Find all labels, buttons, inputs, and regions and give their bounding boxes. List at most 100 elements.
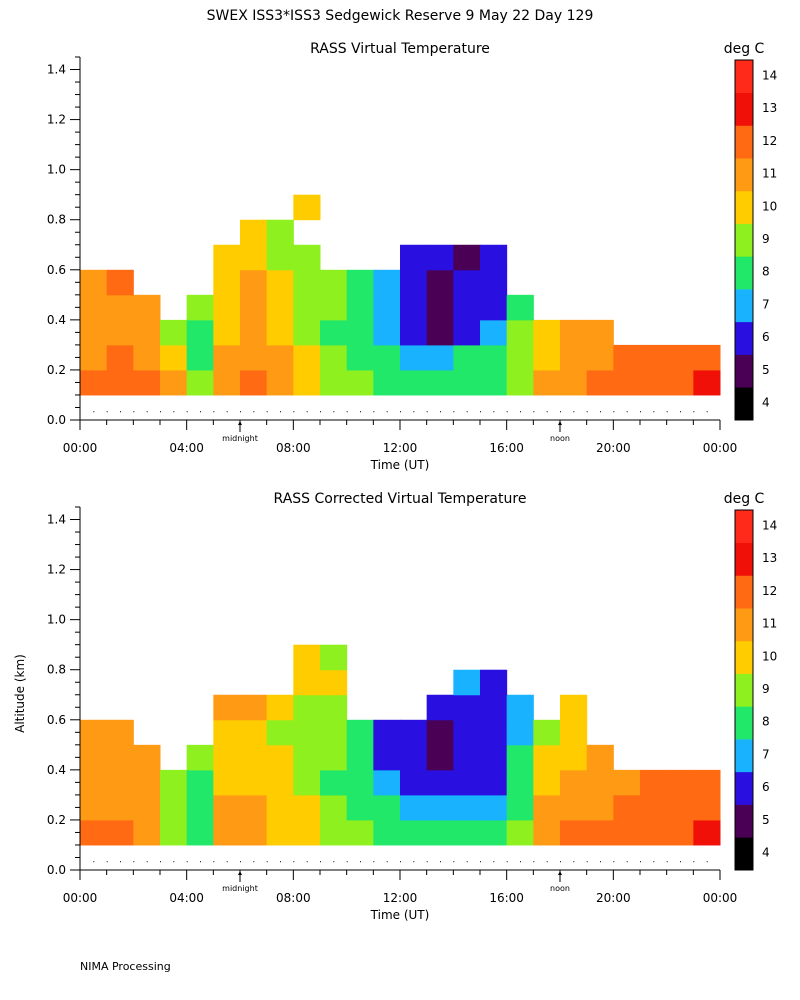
colorbar-swatch xyxy=(735,158,753,192)
range-gate-dot xyxy=(293,861,295,863)
heatmap-cell xyxy=(586,319,614,346)
heatmap-cell xyxy=(346,269,374,296)
x-axis-label: Time (UT) xyxy=(370,908,430,922)
time-marker-label: midnight xyxy=(222,884,258,893)
heatmap-cell xyxy=(240,344,268,371)
heatmap-cell xyxy=(320,369,348,396)
colorbar: 4 5 6 7 8 9 10 11 12 13 14 deg C xyxy=(724,41,777,421)
heatmap-cell xyxy=(320,319,348,346)
colorbar: 4 5 6 7 8 9 10 11 12 13 14 deg C xyxy=(724,491,777,871)
heatmap-cell xyxy=(480,369,508,396)
range-gate-dot xyxy=(333,411,335,413)
heatmap-cell xyxy=(293,269,321,296)
colorbar-swatch xyxy=(735,542,753,576)
range-gate-dot xyxy=(613,861,615,863)
heatmap-cell xyxy=(426,269,454,296)
range-gate-dot xyxy=(693,861,695,863)
heatmap-cell xyxy=(693,769,721,796)
range-gate-dot xyxy=(146,411,148,413)
y-tick-label: 0.2 xyxy=(47,363,66,377)
range-gate-dot xyxy=(200,861,201,863)
x-tick-label: 00:00 xyxy=(703,441,738,455)
heatmap-cell xyxy=(453,319,481,346)
colorbar-swatch xyxy=(735,354,753,388)
heatmap-cell xyxy=(373,369,401,396)
heatmap-cell xyxy=(400,369,428,396)
colorbar-label: 11 xyxy=(762,167,777,181)
heatmap-cell xyxy=(400,819,428,846)
heatmap-cell xyxy=(453,694,481,721)
range-gate-dot xyxy=(173,861,175,863)
heatmap-cell xyxy=(400,744,428,771)
colorbar-label: 7 xyxy=(762,297,770,311)
heatmap-cell xyxy=(186,344,214,371)
heatmap-cell xyxy=(453,819,481,846)
heatmap-cell xyxy=(346,769,374,796)
x-tick-label: 12:00 xyxy=(383,891,418,905)
heatmap-cell xyxy=(506,294,534,321)
range-gate-dot xyxy=(493,861,495,863)
y-tick-label: 1.0 xyxy=(47,613,66,627)
heatmap-cells xyxy=(80,644,721,846)
range-gate-dot xyxy=(440,411,441,413)
colorbar-swatch xyxy=(735,673,753,707)
colorbar-swatch xyxy=(735,575,753,609)
heatmap-cell xyxy=(293,319,321,346)
panel-title: RASS Virtual Temperature xyxy=(310,41,490,57)
heatmap-cell xyxy=(640,794,668,821)
heatmap-cell xyxy=(133,294,161,321)
heatmap-cell xyxy=(400,719,428,746)
colorbar-swatch xyxy=(735,510,753,544)
heatmap-cell xyxy=(426,794,454,821)
range-gate-dot xyxy=(666,861,668,863)
heatmap-cell xyxy=(426,744,454,771)
heatmap-cell xyxy=(133,369,161,396)
heatmap-cell xyxy=(213,719,241,746)
range-gate-dot xyxy=(213,861,215,863)
heatmap-cell xyxy=(533,719,561,746)
range-gate-dot xyxy=(586,411,588,413)
time-marker-label: noon xyxy=(550,884,570,893)
heatmap-cell xyxy=(533,819,561,846)
heatmap-cell xyxy=(240,794,268,821)
heatmap-cell xyxy=(373,344,401,371)
heatmap-cell xyxy=(533,369,561,396)
heatmap-cell xyxy=(480,694,508,721)
range-gate-dot xyxy=(560,411,561,413)
heatmap-cell xyxy=(533,769,561,796)
heatmap-cell xyxy=(186,794,214,821)
heatmap-cell xyxy=(613,819,641,846)
range-gate-dot xyxy=(160,861,161,863)
range-gate-dot xyxy=(626,861,628,863)
heatmap-cell xyxy=(373,794,401,821)
heatmap-cell xyxy=(560,819,588,846)
heatmap-cell xyxy=(133,769,161,796)
panel-corrected-virtual-temperature: RASS Corrected Virtual Temperature 00:00 0… xyxy=(13,491,777,922)
heatmap-cell xyxy=(266,344,294,371)
range-gate-dot xyxy=(386,861,388,863)
colorbar-label: 12 xyxy=(762,584,777,598)
heatmap-cell xyxy=(293,194,321,221)
heatmap-cell xyxy=(400,344,428,371)
range-gate-dot xyxy=(480,861,481,863)
heatmap-cell xyxy=(106,819,134,846)
heatmap-cell xyxy=(373,769,401,796)
range-gate-dot xyxy=(520,861,521,863)
range-gate-dot xyxy=(573,411,575,413)
y-tick-label: 0.4 xyxy=(47,763,66,777)
range-gate-dot xyxy=(400,861,401,863)
heatmap-cell xyxy=(106,719,134,746)
heatmap-cell xyxy=(213,344,241,371)
heatmap-cell xyxy=(80,744,108,771)
range-gate-dot xyxy=(360,411,361,413)
heatmap-cell xyxy=(560,744,588,771)
range-gate-dot xyxy=(226,861,228,863)
range-gate-dot xyxy=(240,411,241,413)
heatmap-cell xyxy=(346,744,374,771)
y-tick-label: 0.8 xyxy=(47,213,66,227)
heatmap-cell xyxy=(80,269,108,296)
heatmap-cell xyxy=(506,694,534,721)
heatmap-cell xyxy=(80,294,108,321)
x-tick-label: 16:00 xyxy=(489,891,524,905)
heatmap-cell xyxy=(240,269,268,296)
